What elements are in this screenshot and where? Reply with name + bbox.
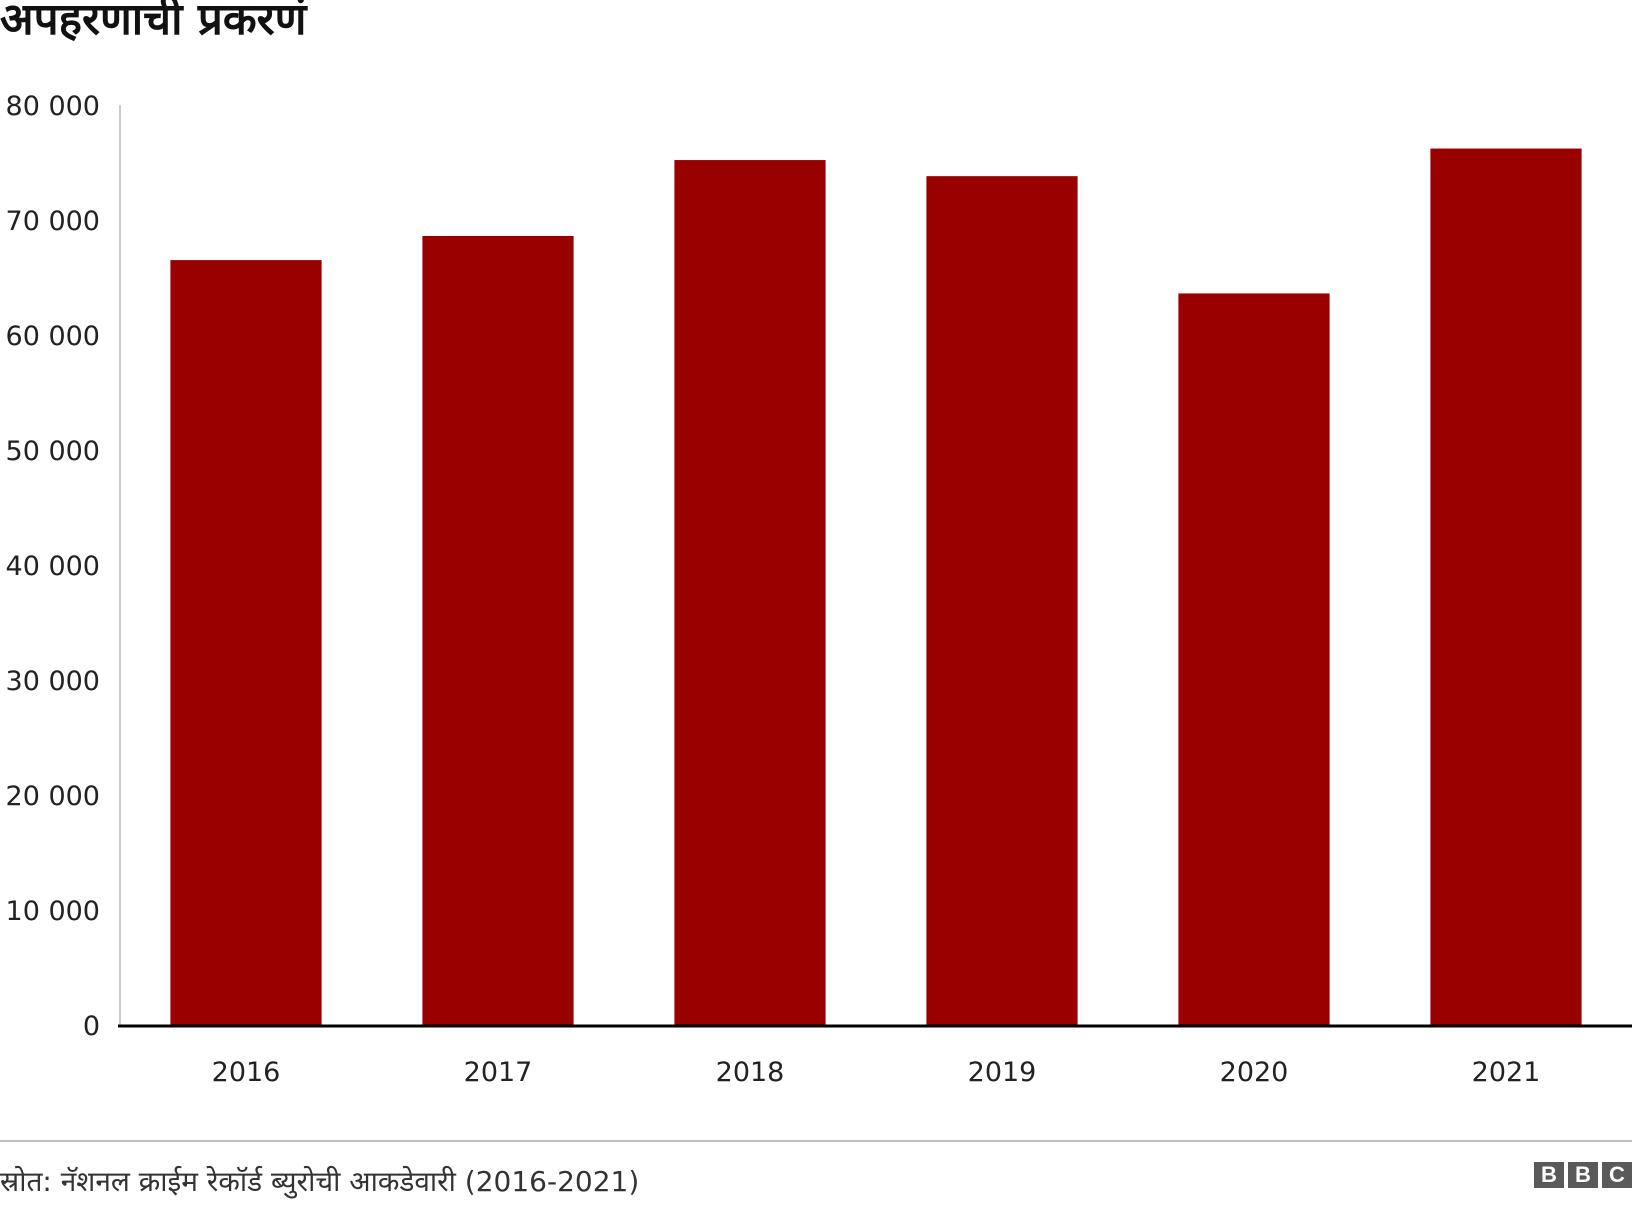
x-tick-label-2020: 2020 [1220,1057,1289,1088]
x-tick-label-2016: 2016 [212,1057,281,1088]
y-tick-label: 60 000 [6,321,100,352]
y-tick-label: 50 000 [6,436,100,467]
y-tick-label: 40 000 [6,551,100,582]
bar-2017 [422,235,574,1026]
x-tick-label-2019: 2019 [968,1057,1037,1088]
bar-chart: 0 10 000 20 000 30 000 40 000 50 000 60 000 70 … [6,91,1632,1088]
y-tick-label: 0 [83,1011,100,1042]
x-tick-label-2017: 2017 [464,1057,533,1088]
bar-2016 [170,260,322,1027]
chart-title: अपहरणाची प्रकरणं [0,0,307,45]
source-note: स्रोत: नॅशनल क्राईम रेकॉर्ड ब्युरोची आकड… [0,1165,640,1198]
y-tick-label: 20 000 [6,781,100,812]
y-tick-label: 10 000 [6,896,100,927]
footer-divider [0,1140,1632,1142]
logo-letter-c: C [1602,1162,1632,1188]
y-tick-labels: 0 10 000 20 000 30 000 40 000 50 000 60 000 70 … [6,91,100,1042]
logo-letter-b1: B [1534,1162,1564,1188]
bars [170,148,1582,1027]
y-tick-label: 80 000 [6,91,100,122]
x-tick-labels: 2016 2017 2018 2019 2020 2021 [212,1057,1541,1088]
x-tick-label-2021: 2021 [1472,1057,1541,1088]
bar-2021 [1430,148,1582,1027]
logo-letter-b2: B [1568,1162,1598,1188]
bar-2019 [926,176,1078,1026]
bar-2018 [674,160,826,1027]
bar-2020 [1178,293,1330,1026]
x-tick-label-2018: 2018 [716,1057,785,1088]
y-tick-label: 30 000 [6,666,100,697]
y-tick-label: 70 000 [6,206,100,237]
bbc-logo: B B C [1534,1162,1632,1188]
